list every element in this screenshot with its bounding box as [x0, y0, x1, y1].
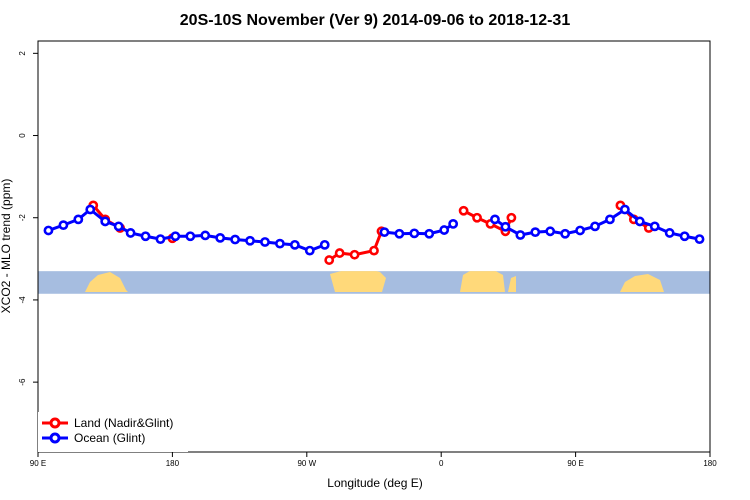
data-point: [349, 249, 360, 260]
data-point: [73, 214, 84, 225]
y-tick-label: -6: [18, 378, 27, 386]
data-point: [260, 237, 270, 247]
y-axis: 2 0 -2 -4 -6: [18, 51, 38, 386]
data-point: [230, 234, 241, 245]
x-tick-label: 90 E: [567, 459, 583, 468]
x-axis: 90 E 180 90 W 0 90 E 180: [30, 452, 717, 468]
y-axis-label: XCO2 - MLO trend (ppm): [0, 179, 13, 314]
data-point: [439, 225, 450, 235]
data-point: [394, 228, 405, 239]
data-point: [506, 212, 517, 223]
land-shape: [508, 276, 516, 292]
data-point: [113, 221, 124, 232]
data-point: [100, 216, 111, 227]
land-shape: [85, 272, 128, 292]
legend-box: [38, 412, 188, 452]
chart-title: 20S-10S November (Ver 9) 2014-09-06 to 2…: [180, 12, 571, 29]
land-shape: [460, 271, 505, 292]
data-point: [545, 226, 556, 237]
y-tick-label: -2: [18, 214, 27, 222]
data-point: [369, 245, 379, 256]
data-point: [515, 230, 526, 240]
data-point: [679, 231, 690, 242]
x-tick-label: 90 W: [297, 459, 316, 468]
data-point: [125, 228, 136, 238]
series-ocean: [43, 204, 705, 256]
x-tick-label: 90 E: [30, 459, 46, 468]
data-point: [85, 204, 96, 215]
data-point: [619, 204, 630, 215]
x-tick-label: 180: [166, 459, 180, 468]
data-point: [140, 231, 151, 242]
data-point: [58, 220, 69, 231]
land-shape: [620, 274, 664, 292]
land-shape: [330, 271, 386, 292]
data-point: [649, 221, 660, 232]
data-point: [530, 227, 541, 238]
data-point: [245, 235, 255, 246]
x-tick-label: 0: [439, 459, 444, 468]
series-layer: [43, 200, 705, 265]
x-tick-label: 180: [703, 459, 717, 468]
data-point: [490, 214, 500, 225]
data-point: [664, 228, 675, 238]
data-point: [215, 232, 226, 243]
data-point: [379, 227, 390, 238]
y-tick-label: 2: [18, 51, 27, 56]
x-axis-label: Longitude (deg E): [327, 476, 422, 490]
data-point: [43, 225, 54, 236]
data-point: [185, 231, 196, 242]
data-point: [289, 239, 300, 250]
data-point: [409, 228, 420, 239]
y-tick-label: -4: [18, 296, 27, 304]
data-point: [155, 234, 166, 245]
data-point: [334, 248, 345, 258]
data-point: [605, 214, 615, 225]
legend-marker-land: [49, 417, 61, 429]
data-point: [694, 234, 705, 245]
map-background-band: [38, 271, 710, 294]
data-point: [275, 238, 285, 249]
data-point: [472, 212, 482, 223]
data-point: [448, 218, 459, 229]
data-point: [590, 221, 600, 232]
data-point: [575, 225, 585, 236]
data-point: [560, 228, 571, 239]
data-point: [170, 231, 181, 242]
data-point: [200, 230, 211, 241]
legend: Land (Nadir&Glint) Ocean (Glint): [38, 412, 188, 452]
legend-marker-ocean: [49, 432, 61, 444]
legend-label-ocean: Ocean (Glint): [74, 431, 145, 445]
data-point: [424, 228, 435, 239]
y-tick-label: 0: [18, 133, 27, 138]
data-point: [500, 221, 511, 232]
data-point: [324, 255, 335, 265]
data-point: [304, 245, 315, 256]
data-point: [634, 216, 645, 227]
plot-frame: [37, 40, 711, 453]
data-point: [458, 205, 469, 216]
legend-label-land: Land (Nadir&Glint): [74, 416, 173, 430]
data-point: [319, 239, 330, 250]
